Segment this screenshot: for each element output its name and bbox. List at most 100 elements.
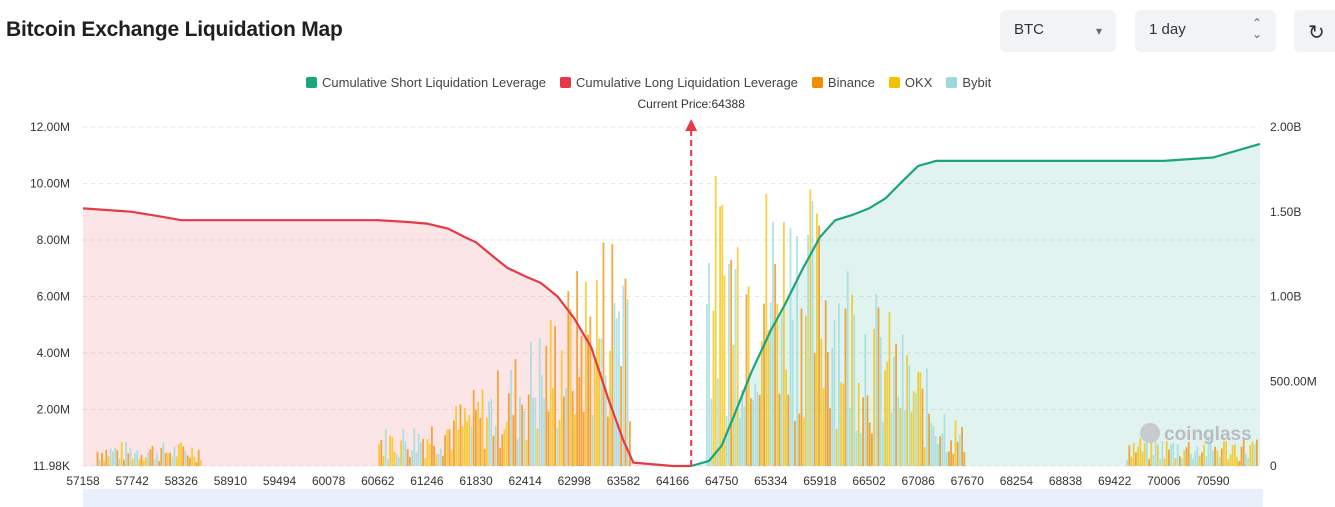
exchange-bar: [1154, 441, 1157, 466]
exchange-bar: [1148, 459, 1150, 466]
exchange-bar: [758, 395, 761, 466]
exchange-bar: [571, 391, 574, 466]
exchange-bar: [1172, 442, 1175, 466]
exchange-bar: [626, 299, 629, 466]
exchange-bar: [741, 389, 743, 466]
exchange-bar: [961, 427, 963, 466]
legend-item-long[interactable]: Cumulative Long Liquidation Leverage: [560, 75, 798, 90]
exchange-bar: [745, 294, 748, 466]
x-tick-label: 70590: [1196, 474, 1230, 488]
exchange-bar: [952, 453, 955, 466]
exchange-bar: [545, 345, 548, 466]
exchange-bar: [558, 420, 561, 466]
asset-select[interactable]: BTC ▾: [1000, 10, 1116, 52]
exchange-bar: [895, 343, 897, 466]
exchange-bar: [127, 453, 130, 466]
exchange-bar: [103, 460, 105, 466]
exchange-bar: [149, 449, 152, 466]
legend-item-binance[interactable]: Binance: [811, 75, 875, 90]
exchange-bar: [125, 441, 127, 466]
exchange-bar: [1179, 456, 1181, 466]
legend-item-short[interactable]: Cumulative Short Liquidation Leverage: [306, 75, 546, 90]
exchange-bar: [912, 391, 915, 466]
exchange-bar: [112, 451, 114, 466]
exchange-bar: [844, 308, 847, 466]
exchange-bar: [1209, 440, 1212, 466]
exchange-bar: [167, 452, 169, 466]
right-y-tick-label: 2.00B: [1270, 120, 1301, 134]
exchange-bar: [591, 415, 594, 466]
exchange-bar: [756, 392, 759, 466]
range-slider[interactable]: [83, 489, 1263, 507]
exchange-bar: [184, 450, 187, 466]
exchange-bar: [838, 303, 840, 466]
x-tick-label: 57742: [115, 474, 149, 488]
exchange-bar: [413, 428, 416, 466]
legend-item-bybit[interactable]: Bybit: [946, 75, 991, 90]
exchange-bar: [1201, 452, 1203, 466]
exchange-bar: [780, 314, 783, 466]
exchange-bar: [1190, 454, 1192, 466]
exchange-bar: [543, 398, 545, 466]
exchange-bar: [96, 451, 99, 466]
exchange-bar: [712, 310, 715, 466]
exchange-bar: [1247, 457, 1249, 466]
exchange-bar: [939, 436, 941, 466]
exchange-bar: [501, 434, 504, 466]
exchange-bar: [1223, 441, 1225, 466]
exchange-bar: [1220, 448, 1223, 466]
exchange-bar: [1157, 444, 1159, 466]
exchange-bar: [717, 378, 719, 466]
watermark-text: coinglass: [1164, 424, 1252, 445]
exchange-bar: [582, 411, 585, 466]
legend-label-short: Cumulative Short Liquidation Leverage: [322, 75, 547, 90]
exchange-bar: [706, 304, 708, 466]
exchange-bar: [1212, 450, 1214, 466]
left-y-tick-label: 4.00M: [37, 346, 70, 360]
x-tick-label: 63582: [607, 474, 641, 488]
exchange-bar: [860, 432, 862, 466]
left-y-tick-label: 2.00M: [37, 403, 70, 417]
x-tick-label: 58326: [165, 474, 199, 488]
x-tick-label: 61246: [410, 474, 444, 488]
exchange-bar: [565, 388, 567, 466]
exchange-bar: [512, 415, 515, 466]
exchange-bar: [393, 451, 396, 466]
legend-item-okx[interactable]: OKX: [888, 75, 932, 90]
exchange-bar: [114, 448, 116, 466]
exchange-bar: [866, 395, 869, 466]
exchange-bar: [767, 329, 770, 466]
exchange-bar: [182, 446, 185, 466]
exchange-bar: [472, 390, 475, 466]
exchange-bar: [736, 247, 739, 466]
exchange-bar: [754, 383, 757, 466]
exchange-bar: [604, 375, 607, 466]
exchange-bar: [1203, 444, 1205, 466]
exchange-bar: [178, 444, 180, 466]
exchange-bar: [851, 294, 853, 466]
refresh-button[interactable]: ↻: [1294, 10, 1335, 52]
exchange-bar: [459, 404, 462, 466]
cumulative-lines: [82, 142, 1261, 468]
exchange-bar: [791, 319, 794, 466]
exchange-bar: [769, 302, 772, 466]
exchange-bar: [446, 429, 449, 466]
exchange-bar: [1234, 444, 1236, 466]
exchange-bar: [963, 452, 966, 466]
exchange-bar: [783, 222, 785, 466]
exchange-bar: [611, 244, 614, 466]
exchange-bar: [552, 387, 554, 466]
exchange-bar: [1207, 436, 1210, 466]
time-range-select[interactable]: 1 day ⌃ ⌄: [1135, 10, 1276, 52]
cumulative-areas: [83, 143, 1260, 466]
exchange-bar: [1214, 446, 1216, 466]
x-tick-label: 64750: [705, 474, 739, 488]
exchange-bar: [523, 411, 526, 466]
exchange-bar: [435, 454, 438, 466]
exchange-bar: [1253, 443, 1256, 466]
exchange-bar: [527, 394, 530, 466]
exchange-bar: [596, 280, 598, 466]
exchange-bar: [734, 269, 737, 466]
exchange-bar: [189, 457, 191, 466]
